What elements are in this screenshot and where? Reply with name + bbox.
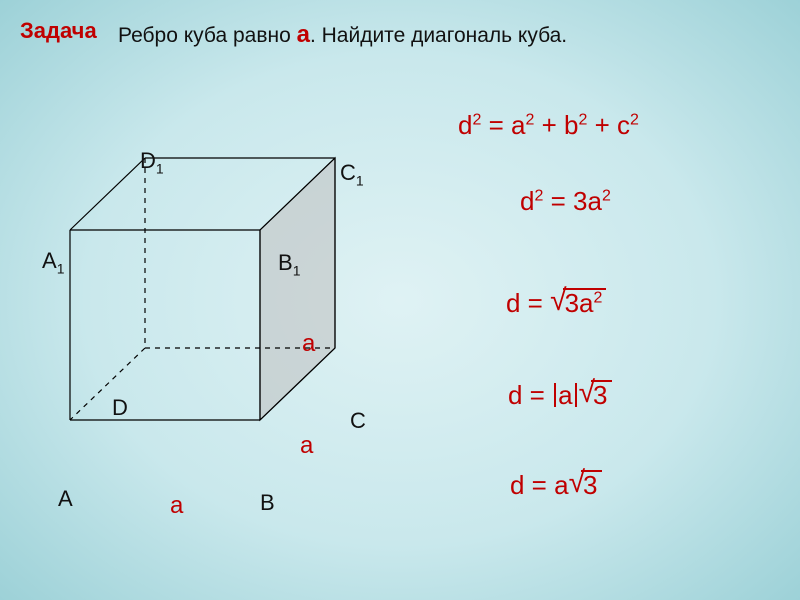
formula-4: d = a√3 xyxy=(508,380,612,411)
task-text: Ребро куба равно а. Найдите диагональ ку… xyxy=(118,21,567,49)
vertex-A: A xyxy=(58,486,73,512)
sqrt-icon: √3 xyxy=(579,380,612,410)
vertex-C: C xyxy=(350,408,366,434)
task-text-before: Ребро куба равно xyxy=(118,24,297,47)
formula-1: d2 = a2 + b2 + c2 xyxy=(458,110,639,141)
formula-3: d = √3a2 xyxy=(506,288,606,319)
sqrt-icon: √3a2 xyxy=(550,288,606,318)
vertex-D1: D1 xyxy=(140,148,164,176)
abs-bar-icon xyxy=(575,383,577,407)
sqrt-icon: √3 xyxy=(569,470,602,500)
edge-label-a-bottom-front: а xyxy=(170,492,183,520)
cube-diagram xyxy=(40,130,390,490)
task-varname: а xyxy=(297,21,310,48)
abs-bar-icon xyxy=(554,383,556,407)
vertex-C1: C1 xyxy=(340,160,364,188)
vertex-B: B xyxy=(260,490,275,516)
edge-label-a-right-vert: а xyxy=(302,330,315,358)
edge-label-a-bottom-right: а xyxy=(300,432,313,460)
formula-5: d = a√3 xyxy=(510,470,602,501)
cube-svg xyxy=(40,130,390,490)
task-label: Задача xyxy=(20,18,97,44)
task-text-after: . Найдите диагональ куба. xyxy=(310,24,567,47)
vertex-B1: B1 xyxy=(278,250,300,278)
vertex-D: D xyxy=(112,395,128,421)
formula-2: d2 = 3a2 xyxy=(520,186,611,217)
vertex-A1: A1 xyxy=(42,248,64,276)
